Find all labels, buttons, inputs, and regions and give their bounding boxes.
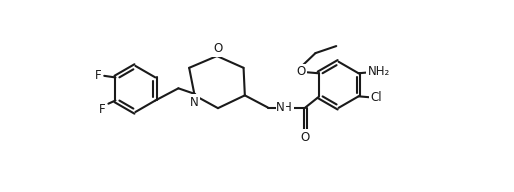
Text: H: H (283, 101, 292, 114)
Text: O: O (301, 131, 310, 144)
Text: O: O (297, 65, 306, 78)
Text: O: O (213, 42, 222, 55)
Text: F: F (99, 103, 105, 116)
Text: N: N (277, 101, 285, 114)
Text: N: N (190, 96, 198, 109)
Text: Cl: Cl (371, 91, 382, 104)
Text: NH₂: NH₂ (368, 65, 390, 78)
Text: F: F (95, 69, 101, 82)
